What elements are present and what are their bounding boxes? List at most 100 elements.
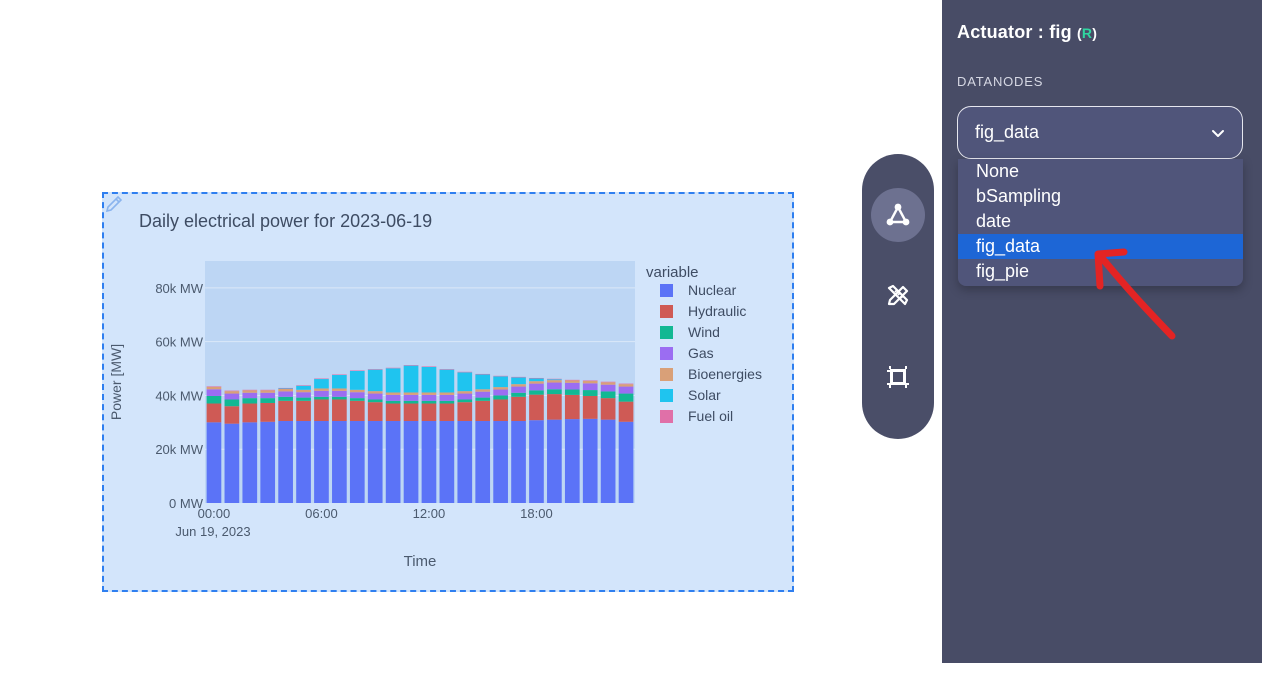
bar-hydraulic bbox=[278, 400, 293, 421]
bar-bioenergies bbox=[260, 390, 276, 393]
bar-fueloil bbox=[618, 383, 634, 385]
bar-nuclear bbox=[314, 420, 329, 503]
crop-button[interactable] bbox=[871, 350, 925, 404]
bar-nuclear bbox=[439, 420, 455, 503]
bar-bioenergies bbox=[385, 392, 401, 395]
bar-bioenergies bbox=[457, 391, 473, 394]
bar-solar bbox=[547, 379, 562, 381]
bar-bioenergies bbox=[511, 384, 526, 387]
bar-nuclear bbox=[367, 420, 383, 503]
bar-hydraulic bbox=[367, 402, 383, 421]
bar-fueloil bbox=[421, 366, 437, 367]
option-date[interactable]: date bbox=[976, 211, 1012, 231]
bar-bioenergies bbox=[403, 392, 419, 395]
bar-fueloil bbox=[600, 381, 616, 383]
datanode-graph-button[interactable] bbox=[871, 188, 925, 242]
edit-tools-button[interactable] bbox=[871, 269, 925, 323]
bar-bioenergies bbox=[242, 390, 258, 393]
bar-wind bbox=[511, 392, 526, 397]
legend-label-solar: Solar bbox=[688, 387, 721, 403]
bar-nuclear bbox=[403, 420, 419, 503]
bar-hydraulic bbox=[349, 400, 365, 421]
y-tick-label: 20k MW bbox=[155, 442, 203, 457]
bar-bioenergies bbox=[296, 389, 311, 393]
bar-nuclear bbox=[582, 418, 598, 503]
y-axis-title: Power [MW] bbox=[108, 344, 124, 420]
bar-gas bbox=[224, 393, 240, 400]
bar-gas bbox=[242, 392, 258, 399]
pencil-edit-icon[interactable] bbox=[104, 194, 124, 214]
bar-wind bbox=[457, 399, 473, 403]
bar-wind bbox=[618, 393, 634, 402]
bar-bioenergies bbox=[278, 388, 293, 392]
datanode-select[interactable]: fig_data bbox=[957, 106, 1243, 159]
chart-container[interactable]: 0 MW 20k MW 40k MW 60k MW 80k MW 00:00 06:00 12… bbox=[102, 192, 794, 592]
bar-nuclear bbox=[511, 420, 526, 503]
bar-gas bbox=[547, 382, 562, 390]
bar-wind bbox=[314, 396, 329, 400]
bar-hydraulic bbox=[296, 400, 311, 421]
bar-fueloil bbox=[206, 386, 222, 387]
chevron-down-icon bbox=[1212, 130, 1224, 137]
bar-wind bbox=[493, 395, 508, 400]
bar-nuclear bbox=[260, 421, 276, 503]
bar-gas bbox=[618, 386, 634, 394]
actuator-title: Actuator : fig bbox=[957, 22, 1072, 42]
bar-nuclear bbox=[493, 420, 508, 503]
legend-title: variable bbox=[646, 264, 699, 281]
bar-nuclear bbox=[296, 420, 311, 503]
bar-solar bbox=[475, 374, 491, 390]
bar-hydraulic bbox=[224, 406, 240, 424]
plot-area bbox=[205, 261, 635, 503]
chart-title: Daily electrical power for 2023-06-19 bbox=[139, 211, 432, 231]
bar-solar bbox=[332, 375, 347, 389]
crop-icon bbox=[887, 366, 909, 388]
legend-label-fueloil: Fuel oil bbox=[688, 408, 733, 424]
bar-wind bbox=[564, 389, 580, 395]
readonly-badge: R bbox=[1081, 25, 1093, 41]
bar-solar bbox=[457, 372, 473, 392]
bar-gas bbox=[475, 391, 491, 398]
bar-fueloil bbox=[296, 385, 311, 386]
bar-bioenergies bbox=[349, 389, 365, 393]
bar-nuclear bbox=[564, 419, 580, 503]
bar-fueloil bbox=[367, 369, 383, 370]
bar-fueloil bbox=[224, 390, 240, 392]
bar-wind bbox=[260, 398, 276, 403]
bar-hydraulic bbox=[385, 403, 401, 421]
bar-wind bbox=[385, 400, 401, 404]
vertical-toolbar bbox=[862, 154, 934, 439]
bar-wind bbox=[296, 397, 311, 401]
bar-solar bbox=[367, 369, 383, 392]
power-chart: 0 MW 20k MW 40k MW 60k MW 80k MW 00:00 06:00 12… bbox=[108, 211, 762, 570]
bar-gas bbox=[529, 383, 544, 391]
bar-fueloil bbox=[385, 367, 401, 369]
bar-fueloil bbox=[511, 376, 526, 378]
bar-solar bbox=[529, 378, 544, 382]
bar-gas bbox=[439, 394, 455, 401]
bar-nuclear bbox=[547, 419, 562, 503]
option-bsampling[interactable]: bSampling bbox=[976, 186, 1062, 206]
bar-fueloil bbox=[582, 380, 598, 381]
bar-nuclear bbox=[475, 420, 491, 503]
bar-fueloil bbox=[260, 389, 276, 391]
bar-solar bbox=[314, 379, 329, 389]
bar-bioenergies bbox=[439, 392, 455, 395]
bar-gas bbox=[296, 392, 311, 398]
bar-bioenergies bbox=[332, 388, 347, 391]
bar-solar bbox=[296, 385, 311, 390]
bar-fueloil bbox=[242, 389, 258, 391]
bar-hydraulic bbox=[314, 399, 329, 421]
option-none[interactable]: None bbox=[976, 161, 1020, 181]
bar-hydraulic bbox=[529, 394, 544, 421]
bar-gas bbox=[403, 394, 419, 401]
bar-bioenergies bbox=[529, 381, 544, 384]
option-fig-pie[interactable]: fig_pie bbox=[976, 261, 1030, 281]
bar-wind bbox=[367, 399, 383, 403]
bar-wind bbox=[582, 390, 598, 396]
bar-hydraulic bbox=[439, 403, 455, 421]
bar-gas bbox=[582, 383, 598, 391]
bar-fueloil bbox=[457, 371, 473, 373]
bar-nuclear bbox=[349, 420, 365, 503]
bar-gas bbox=[493, 389, 508, 396]
